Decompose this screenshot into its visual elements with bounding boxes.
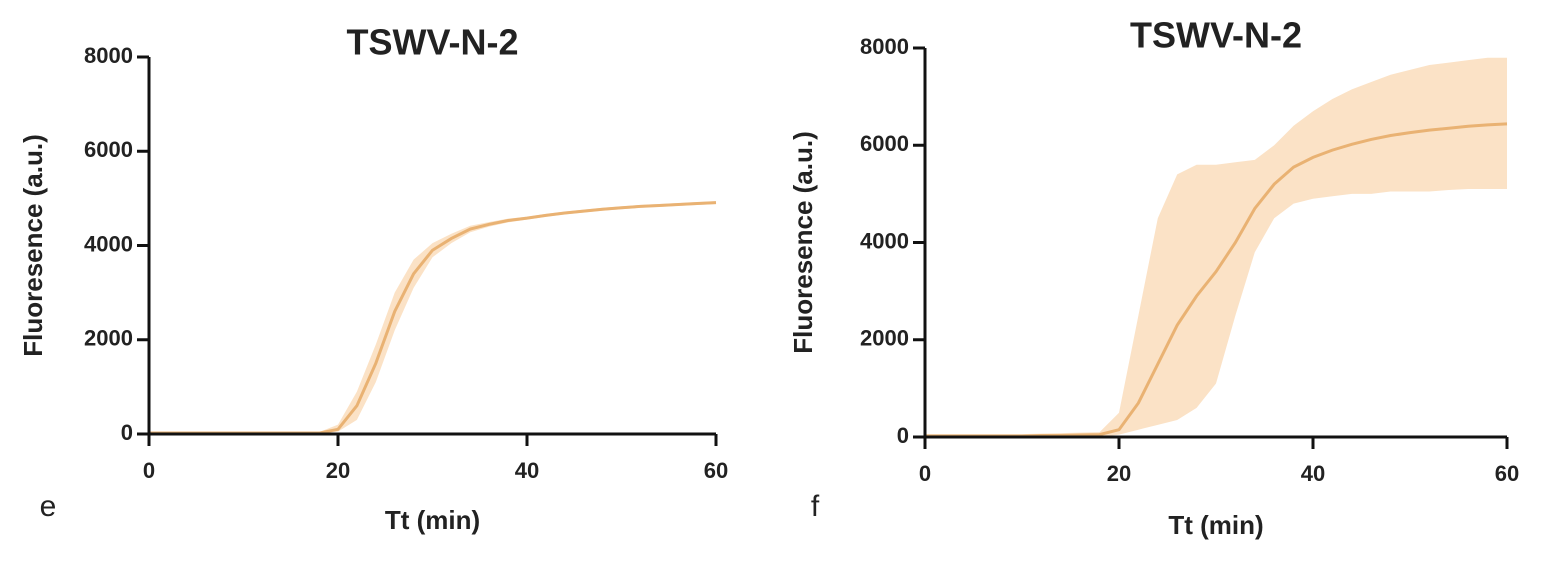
- y-tick-label: 4000: [860, 228, 909, 253]
- y-tick-label: 0: [897, 423, 909, 448]
- y-tick-label: 2000: [84, 326, 133, 351]
- x-axis-label: Tt (min): [1168, 510, 1263, 540]
- x-tick-label: 60: [1495, 461, 1519, 486]
- y-tick-label: 2000: [860, 326, 909, 351]
- x-tick-label: 40: [515, 458, 539, 483]
- y-tick-label: 6000: [860, 131, 909, 156]
- x-tick-label: 20: [1107, 461, 1131, 486]
- chart-title: TSWV-N-2: [1130, 15, 1302, 56]
- mean-line: [149, 201, 717, 435]
- error-band: [925, 57, 1507, 437]
- y-tick-label: 8000: [860, 34, 909, 59]
- chart-title: TSWV-N-2: [346, 22, 518, 63]
- y-tick-label: 6000: [84, 137, 133, 162]
- panel-label: f: [811, 490, 820, 523]
- x-tick-label: 0: [143, 458, 155, 483]
- x-axis-label: Tt (min): [385, 505, 480, 535]
- panel-label: e: [40, 490, 57, 523]
- y-tick-label: 8000: [84, 43, 133, 68]
- y-axis-label: Fluoresence (a.u.): [788, 131, 818, 354]
- error-band: [149, 201, 716, 434]
- y-tick-label: 4000: [84, 231, 133, 256]
- y-axis-label: Fluoresence (a.u.): [18, 134, 48, 357]
- x-tick-label: 60: [704, 458, 728, 483]
- y-tick-label: 0: [121, 420, 133, 445]
- x-tick-label: 20: [326, 458, 350, 483]
- x-tick-label: 0: [919, 461, 931, 486]
- x-tick-label: 40: [1301, 461, 1325, 486]
